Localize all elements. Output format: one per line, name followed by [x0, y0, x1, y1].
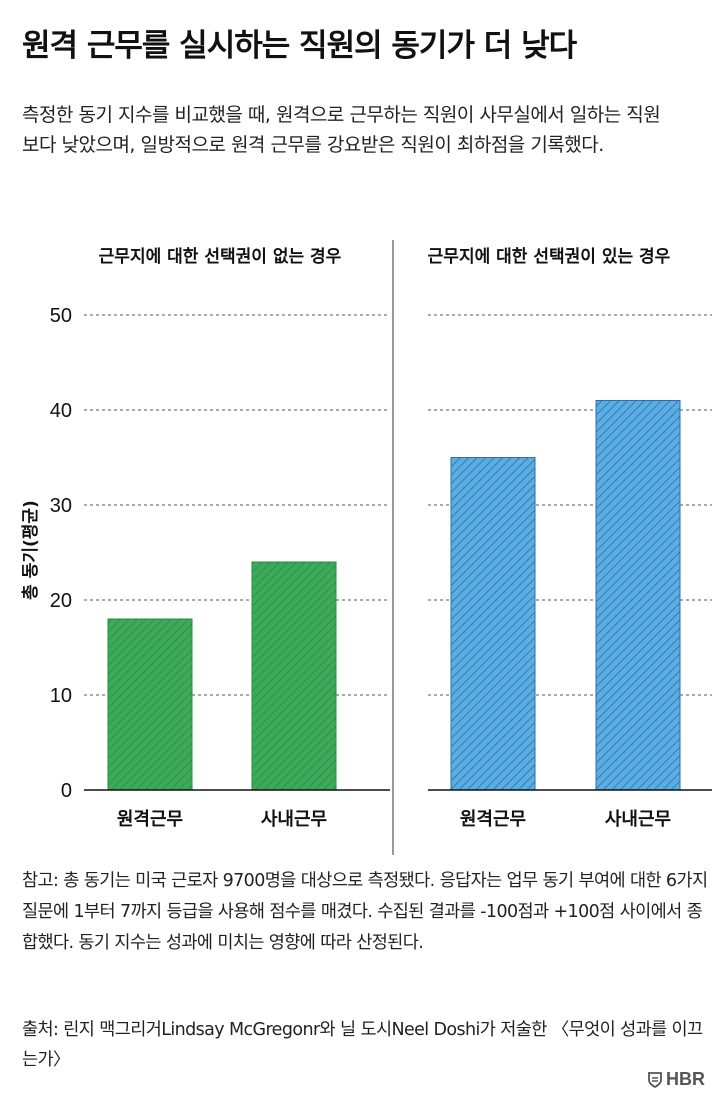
bar — [251, 561, 337, 791]
chart-subtitle: 측정한 동기 지수를 비교했을 때, 원격으로 근무하는 직원이 사무실에서 일… — [22, 104, 661, 156]
y-tick-label: 50 — [50, 305, 72, 327]
chart-area: 근무지에 대한 선택권이 없는 경우 0 10 20 30 40 50 원격근무 사내근무 근무지… — [50, 240, 712, 855]
bar — [595, 400, 681, 791]
y-axis-label-container: 총 동기(평균) — [16, 470, 44, 630]
chart-source: 출처: 린지 맥그리거Lindsay McGregonr와 닐 도시Neel D… — [22, 1020, 703, 1070]
y-tick-label: 0 — [61, 780, 72, 802]
shield-icon — [648, 1071, 662, 1088]
y-tick-label: 10 — [50, 685, 72, 707]
x-tick-label: 원격근무 — [117, 809, 183, 830]
hbr-logo: HBR — [648, 1069, 705, 1090]
bar — [450, 457, 536, 791]
panel-title: 근무지에 대한 선택권이 없는 경우 — [99, 247, 342, 267]
x-tick-label: 원격근무 — [460, 809, 526, 830]
panel-title: 근무지에 대한 선택권이 있는 경우 — [428, 247, 671, 267]
y-tick-label: 20 — [50, 590, 72, 612]
y-axis-label: 총 동기(평균) — [21, 500, 41, 600]
y-tick-label: 30 — [50, 495, 72, 517]
x-tick-label: 사내근무 — [605, 809, 671, 830]
bar — [107, 618, 193, 791]
chart-title: 원격 근무를 실시하는 직원의 동기가 더 낮다 — [22, 28, 577, 64]
y-tick-label: 40 — [50, 400, 72, 422]
x-tick-label: 사내근무 — [261, 809, 327, 830]
chart-note: 참고: 총 동기는 미국 근로자 9700명을 대상으로 측정됐다. 응답자는 … — [22, 871, 708, 953]
logo-text: HBR — [666, 1069, 705, 1089]
